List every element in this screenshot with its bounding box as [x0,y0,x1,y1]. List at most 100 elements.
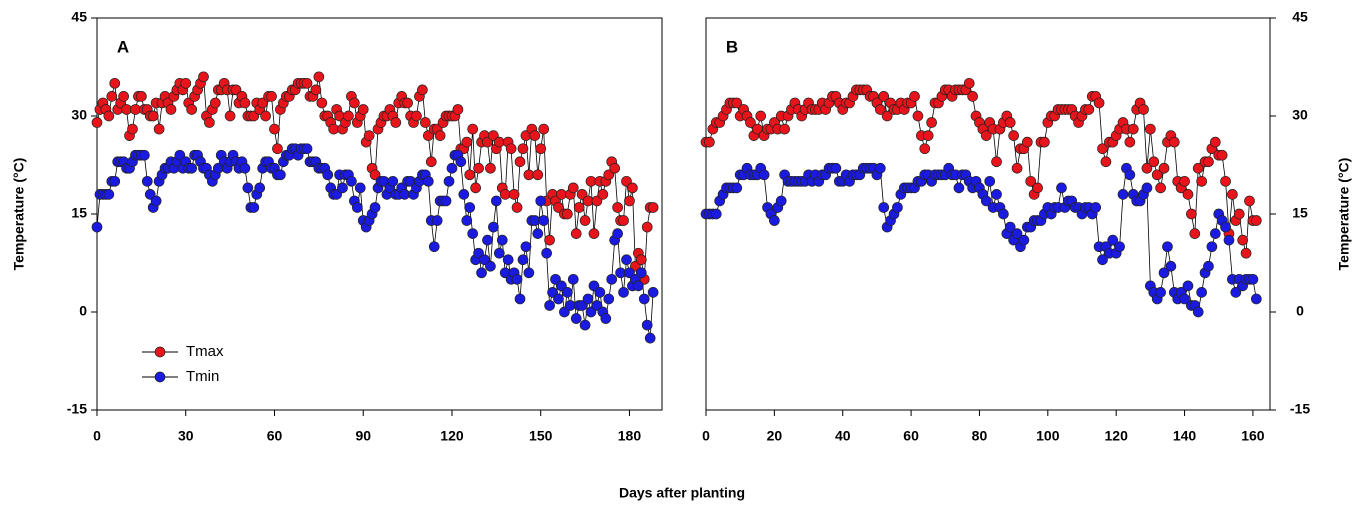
data-point [567,182,579,194]
data-point [1165,260,1177,272]
x-tick-label: 120 [440,428,464,444]
data-point [1093,97,1105,109]
data-point [1056,182,1067,194]
data-point [1203,260,1214,272]
data-point [499,189,511,200]
data-point [556,189,567,200]
data-point [1032,182,1043,194]
data-point [467,123,479,135]
data-point [641,221,653,233]
data-point [1158,267,1170,279]
data-point [458,189,470,200]
y-tick-label: 45 [1292,9,1308,25]
data-point [399,189,410,200]
data-point [313,71,325,83]
data-point [779,123,790,135]
data-point [496,234,508,246]
data-point [224,110,236,122]
legend-label: Tmin [186,368,219,385]
data-point [1247,273,1259,285]
data-point [443,175,455,187]
data-point [647,202,659,213]
data-point [209,97,221,109]
data-point [953,182,965,194]
data-point [387,175,399,187]
legend-marker [154,346,166,358]
data-point [121,104,132,115]
data-point [186,104,198,115]
data-point [544,234,555,246]
data-point [1114,241,1125,253]
data-point [991,156,1002,168]
x-axis-title: Days after planting [619,485,745,501]
data-point [1250,293,1262,305]
data-point [881,110,893,122]
data-point [606,273,618,285]
data-point [1162,241,1173,253]
data-point [963,77,975,89]
data-point [1158,162,1170,174]
data-point [1179,175,1190,187]
data-point [529,130,541,141]
data-point [91,221,103,233]
data-point [532,169,544,181]
legend-label: Tmax [186,343,224,360]
data-point [186,162,198,174]
data-point [1004,221,1016,233]
data-point [535,143,547,155]
data-point [641,319,653,331]
data-point [731,182,743,194]
data-point [301,143,313,155]
data-point [1097,143,1108,155]
data-point [1237,234,1249,246]
data-point [248,202,260,213]
data-point [980,130,992,141]
data-point [922,130,934,141]
data-point [1186,208,1197,220]
data-point [532,228,544,239]
data-point [476,267,487,279]
x-tick-label: 90 [355,428,371,444]
data-point [242,182,254,194]
data-point [621,254,632,266]
x-tick-label: 30 [178,428,194,444]
data-point [1230,287,1242,298]
data-point [1141,182,1153,194]
data-point [1011,162,1023,174]
data-point [874,104,886,115]
data-point [523,267,535,279]
data-point [351,202,363,213]
data-point [127,123,138,135]
data-point [538,123,550,135]
data-point [704,136,715,148]
data-point [1189,228,1201,239]
data-point [582,195,594,207]
data-point [136,91,147,102]
data-point [1008,130,1019,141]
data-point [1141,162,1153,174]
data-point [1025,175,1037,187]
data-point [260,110,271,122]
data-point [594,287,606,298]
data-point [1182,280,1194,292]
data-point [775,195,787,207]
data-point [301,77,313,89]
data-point [561,208,573,220]
data-point [417,84,428,96]
data-point [1155,287,1166,298]
data-point [538,215,550,226]
data-point [1209,136,1221,148]
data-point [618,215,629,226]
data-point [434,130,446,141]
data-point [511,273,523,285]
data-point [919,143,931,155]
data-point [141,175,153,187]
data-point [579,319,591,331]
data-point [446,162,458,174]
data-point [452,104,464,115]
data-point [600,313,612,324]
data-point [647,287,659,298]
data-point [874,162,886,174]
data-point [103,189,115,200]
